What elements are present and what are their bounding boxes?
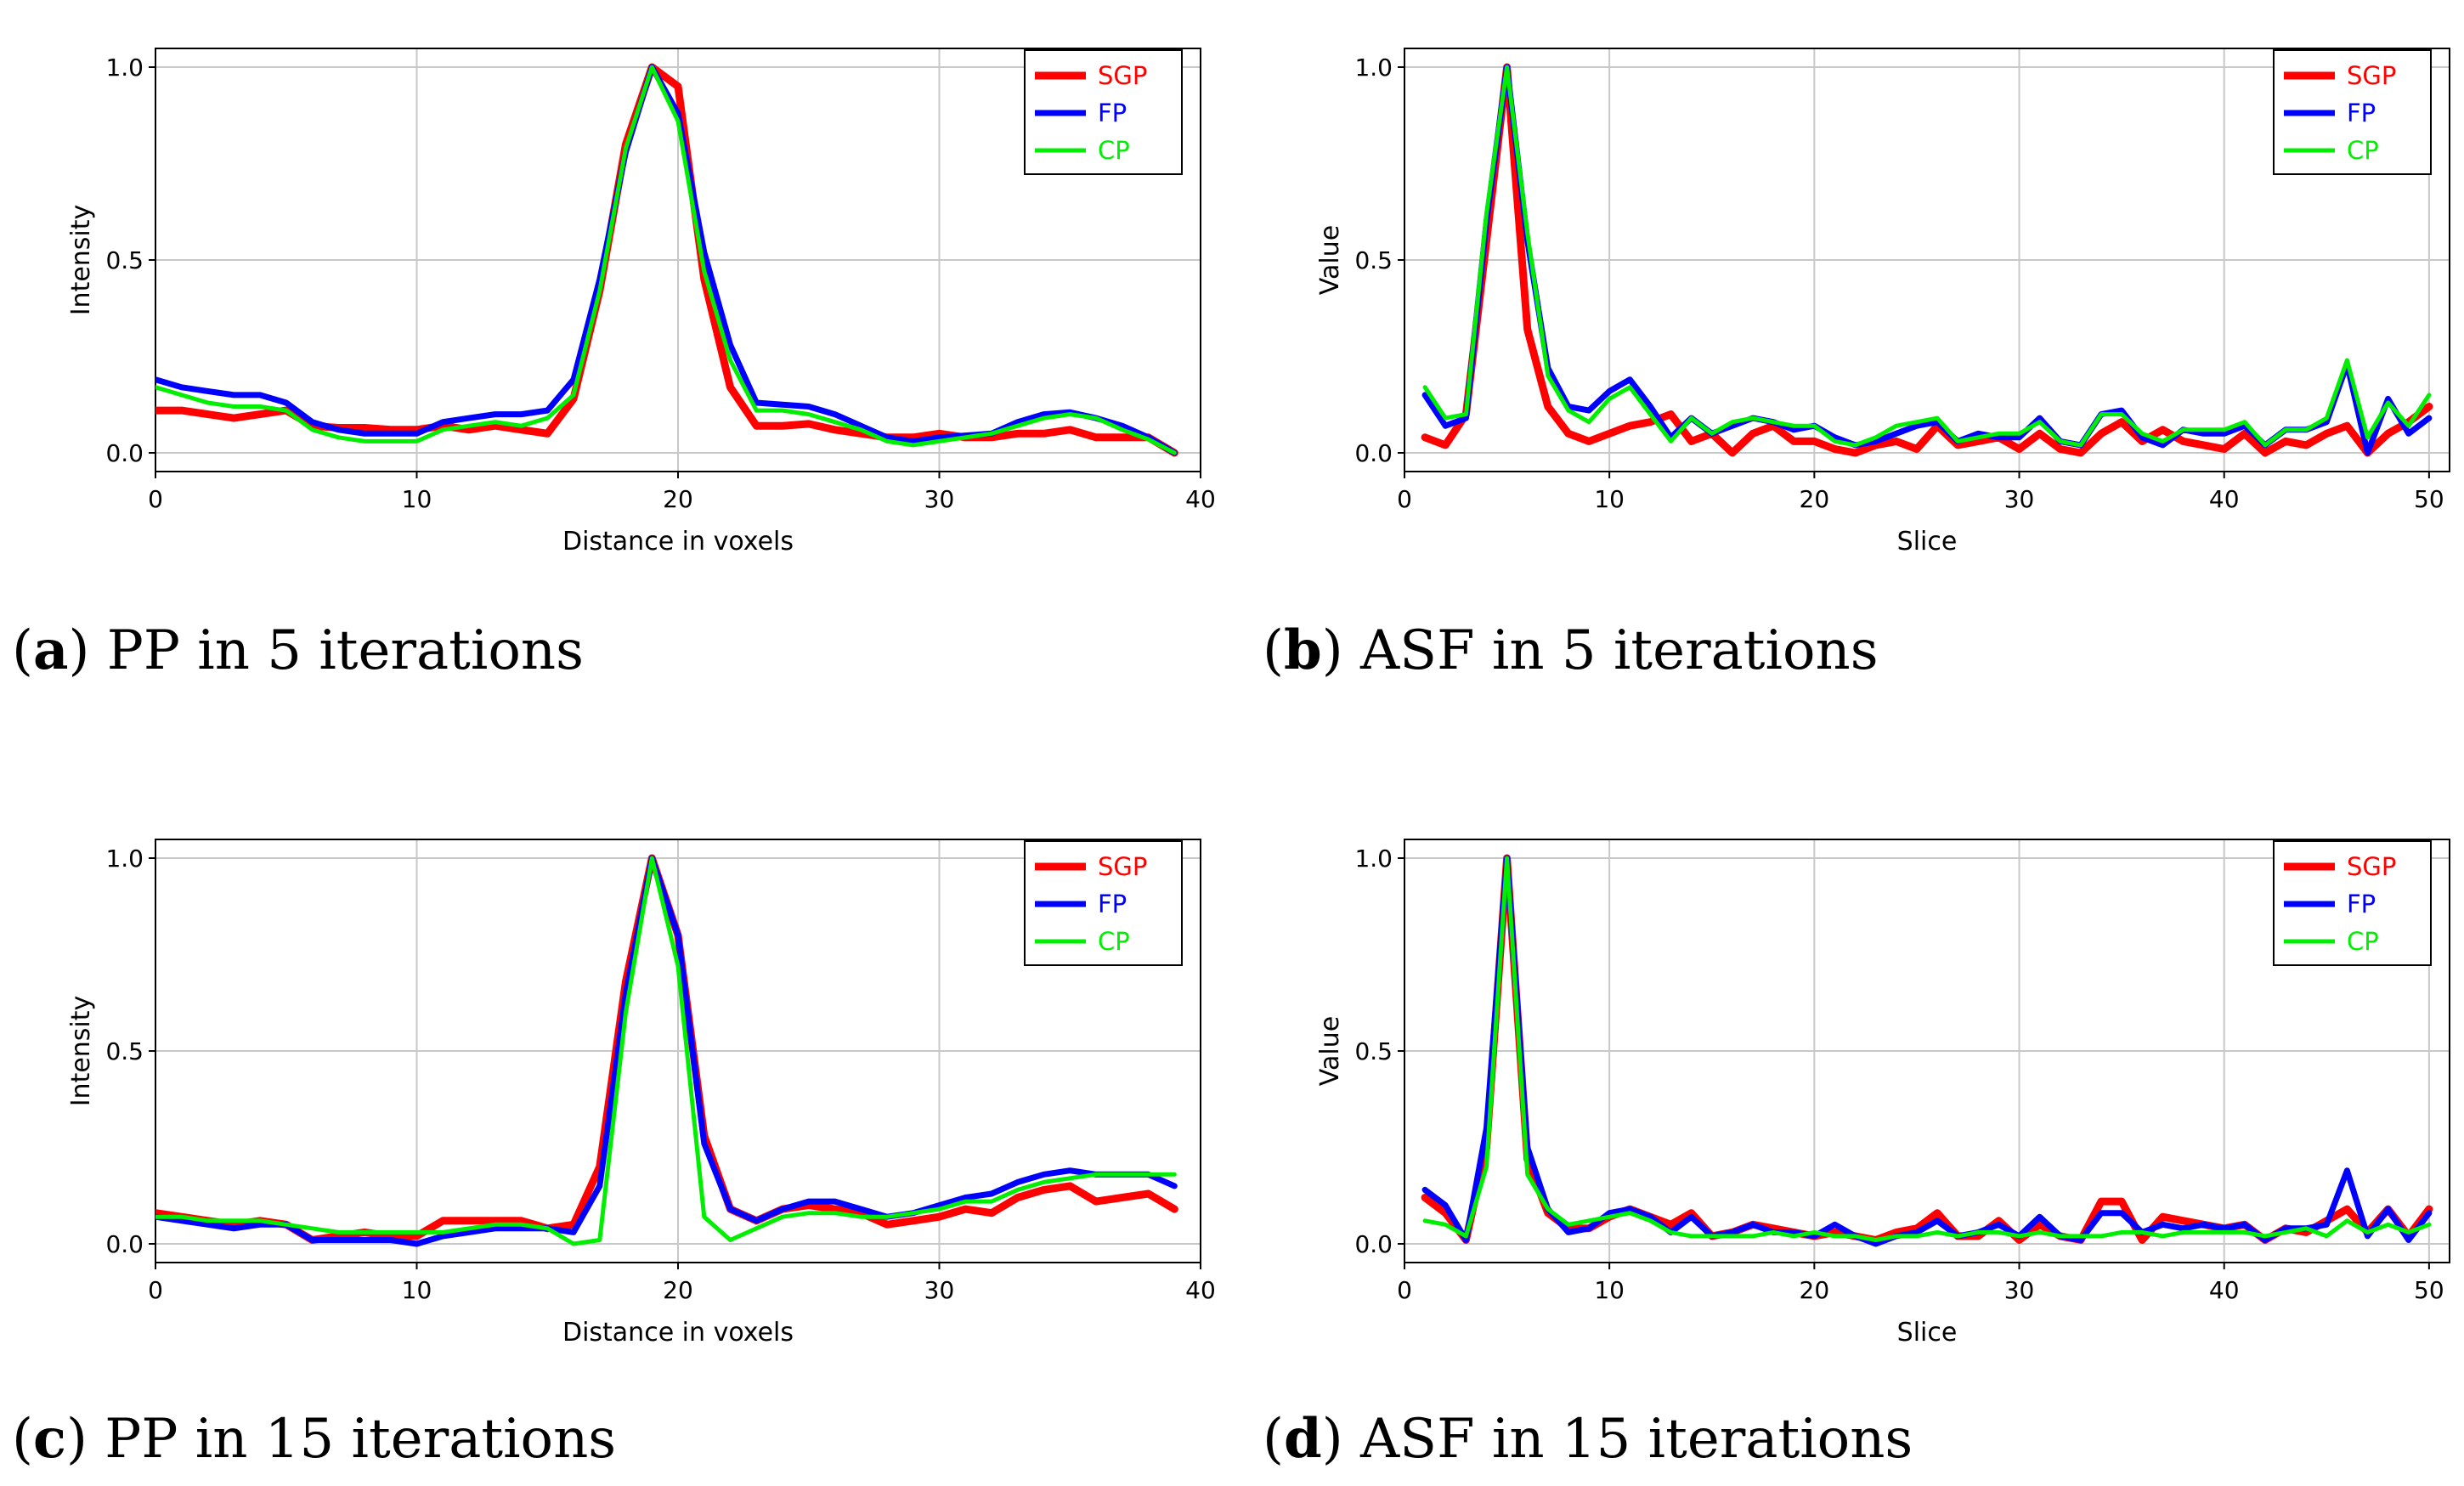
caption-c-text: PP in 15 iterations [105,1408,617,1471]
y-tick-label: 0.5 [105,246,144,274]
legend-label-sgp: SGP [2347,852,2396,881]
y-tick-label: 1.0 [105,845,144,873]
caption-a-text: PP in 5 iterations [106,619,584,682]
series-line-sgp [1421,63,2433,457]
caption-a-letter: a [32,619,69,682]
legend-label-sgp: SGP [2347,61,2396,90]
chart-panel-b: 0 10 20 30 40 50 0.0 0.5 1.0 Slice Value SGP FP CP [0,0,2464,663]
caption-b-text: ASF in 5 iterations [1360,619,1879,682]
x-tick-label: 20 [1800,1276,1830,1304]
x-axis-label: Slice [1897,1318,1958,1348]
x-tick-label: 0 [148,1276,163,1304]
x-tick-label: 20 [663,485,693,513]
legend-label-fp: FP [2347,99,2376,127]
legend-label-sgp: SGP [1098,61,1147,90]
y-axis-label: Intensity [66,996,96,1107]
legend-label-cp: CP [1098,136,1130,165]
legend-label-cp: CP [2347,136,2379,165]
caption-d-text: ASF in 15 iterations [1360,1408,1913,1471]
y-tick-label: 0.0 [105,1230,144,1258]
series-line-cp [1422,856,2432,1242]
legend-b: SGP FP CP [2273,49,2432,175]
x-tick-label: 40 [2209,1276,2240,1304]
x-tick-label: 40 [2209,485,2240,513]
y-tick-label: 1.0 [105,54,144,82]
legend-label-sgp: SGP [1098,852,1147,881]
legend-label-fp: FP [1098,99,1127,127]
legend-c: SGP FP CP [1024,840,1183,966]
legend-d: SGP FP CP [2273,840,2432,966]
series-line-fp [155,855,1178,1247]
caption-b-letter: b [1283,619,1322,682]
x-tick-label: 10 [402,1276,432,1304]
series-line-cp [155,65,1177,455]
x-tick-label: 30 [924,1276,955,1304]
series-line-cp [1422,65,2432,448]
x-tick-label: 20 [1800,485,1830,513]
y-tick-label: 0.0 [1354,439,1393,467]
chart-panel-c: 0 10 20 30 40 0.0 0.5 1.0 Distance in voxels Inte… [66,839,1216,1348]
x-tick-label: 10 [1594,485,1625,513]
chart-c: 0 10 20 30 40 0.0 0.5 1.0 Distance in voxels Inte… [66,839,1216,1348]
y-tick-label: 0.5 [105,1037,144,1065]
legend-box [2273,49,2432,175]
chart-d: 0 10 20 30 40 50 0.0 0.5 1.0 Slice Value SGP FP CP [1315,839,2450,1348]
legend-a: SGP FP CP [1024,49,1183,175]
grid-d [1404,839,2450,1263]
chart-a: 0 10 20 30 40 0.0 0.5 1.0 Distance in voxels Inte… [66,48,1216,557]
legend-label-cp: CP [2347,927,2379,956]
y-axis-label: Value [1315,1016,1345,1086]
y-axis-label: Value [1315,225,1345,295]
x-tick-label: 30 [924,485,955,513]
caption-c-letter: c [32,1407,66,1471]
y-tick-label: 0.0 [1354,1230,1393,1258]
caption-c: (c) PP in 15 iterations [12,1407,617,1471]
x-axis-label: Distance in voxels [562,1318,794,1348]
x-tick-label: 10 [402,485,432,513]
x-tick-label: 30 [2004,1276,2035,1304]
y-tick-label: 1.0 [1354,54,1393,82]
legend-label-cp: CP [1098,927,1130,956]
x-tick-label: 50 [2414,1276,2444,1304]
x-tick-label: 40 [1185,1276,1216,1304]
y-axis-label: Intensity [66,205,96,316]
x-tick-label: 40 [1185,485,1216,513]
x-axis-label: Slice [1897,527,1958,557]
y-tick-label: 0.5 [1354,246,1393,274]
caption-d-letter: d [1283,1407,1322,1471]
legend-label-fp: FP [2347,890,2376,918]
legend-label-fp: FP [1098,890,1127,918]
x-tick-label: 30 [2004,485,2035,513]
x-tick-label: 0 [148,485,163,513]
x-tick-label: 10 [1594,1276,1625,1304]
y-tick-label: 1.0 [1354,845,1393,873]
caption-a: (a) PP in 5 iterations [12,619,584,682]
y-tick-label: 0.0 [105,439,144,467]
y-tick-label: 0.5 [1354,1037,1393,1065]
x-tick-label: 0 [1397,1276,1412,1304]
x-tick-label: 20 [663,1276,693,1304]
chart-panel-a: 0 10 20 30 40 0.0 0.5 1.0 Distance in voxels Inte… [0,0,1232,663]
caption-b: (b) ASF in 5 iterations [1263,619,1879,682]
x-axis-label: Distance in voxels [562,527,794,557]
series-line-cp [155,856,1177,1246]
x-tick-label: 0 [1397,485,1412,513]
chart-b: 0 10 20 30 40 50 0.0 0.5 1.0 Slice Value SGP FP CP [1315,48,2450,557]
x-tick-label: 50 [2414,485,2444,513]
caption-d: (d) ASF in 15 iterations [1263,1407,1913,1471]
